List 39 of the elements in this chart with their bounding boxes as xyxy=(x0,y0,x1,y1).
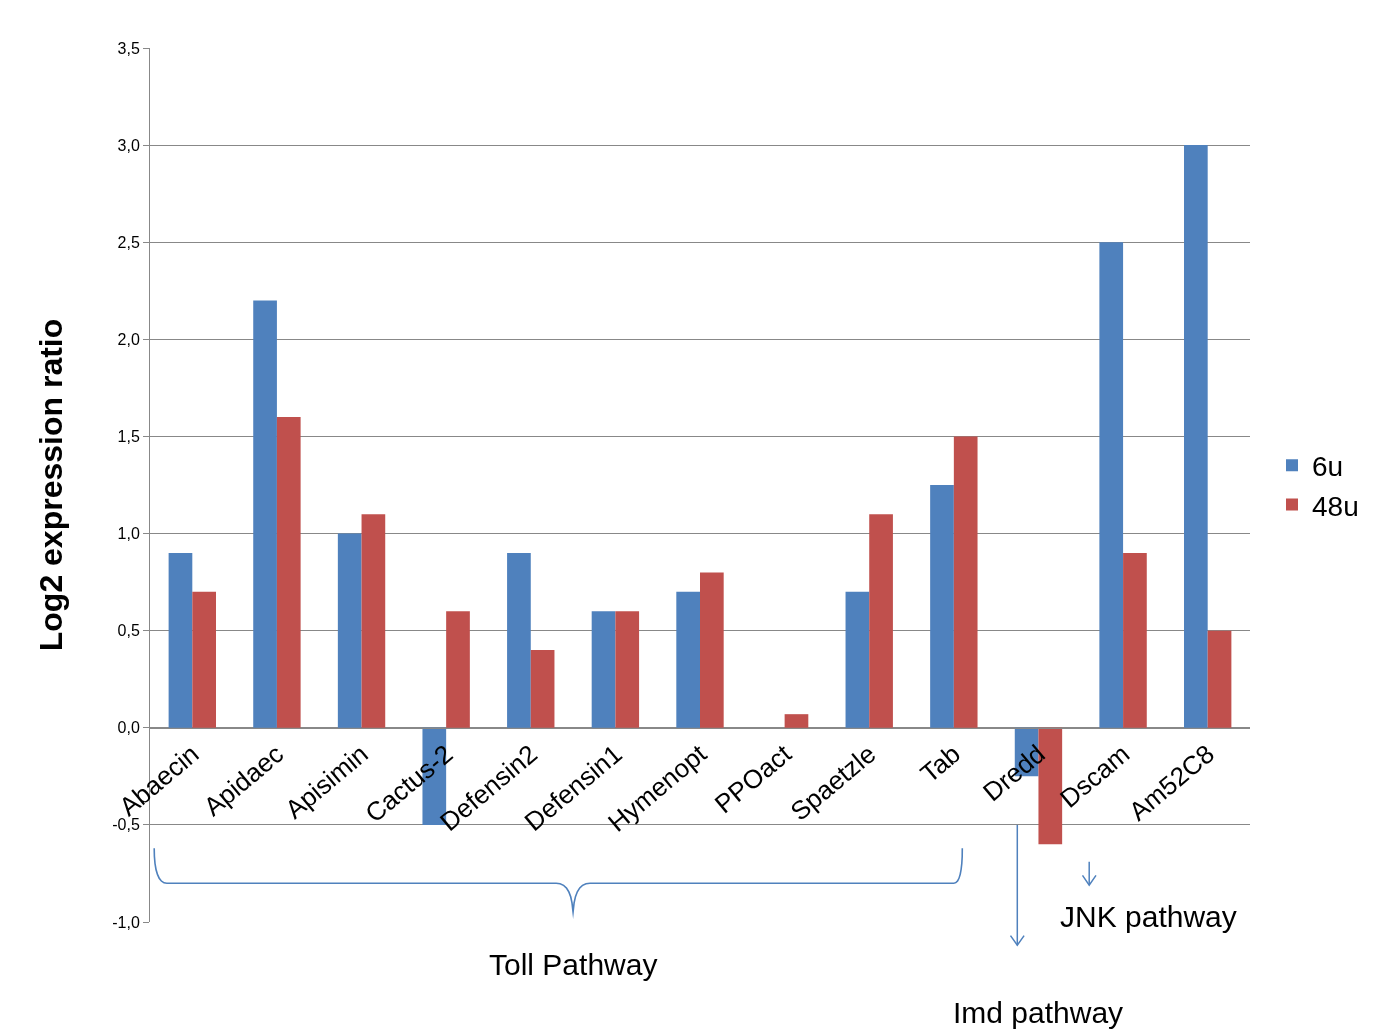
x-tick-label: Tab xyxy=(914,738,967,789)
legend-label: 48u xyxy=(1312,490,1359,522)
y-tick-label: 3,5 xyxy=(117,39,140,57)
y-tick-label: 2,5 xyxy=(117,233,140,251)
bar xyxy=(591,611,616,728)
legend-label: 6u xyxy=(1312,451,1344,483)
bar xyxy=(930,485,954,728)
y-tick-label: -1,0 xyxy=(112,913,140,931)
bar xyxy=(869,514,893,728)
annotation: JNK pathway xyxy=(1060,900,1237,933)
bar xyxy=(507,552,531,728)
bar xyxy=(337,533,362,728)
bar xyxy=(276,417,301,728)
y-tick-label: 2,0 xyxy=(117,330,140,348)
bar xyxy=(784,714,809,728)
bar xyxy=(676,591,700,728)
text: Imd pathway xyxy=(953,996,1124,1029)
y-tick-label: -0,5 xyxy=(112,816,140,834)
bar xyxy=(253,300,277,728)
y-tick-label: 0,0 xyxy=(117,719,140,737)
bar xyxy=(1123,552,1147,728)
y-tick-label: 1,0 xyxy=(117,525,140,543)
bar xyxy=(953,436,978,728)
text: Toll Pathway xyxy=(489,948,658,981)
bar xyxy=(1099,242,1124,728)
bar xyxy=(168,552,193,728)
y-axis-title: Log2 expression ratio xyxy=(32,318,69,652)
bar xyxy=(845,591,870,728)
bar xyxy=(192,591,216,728)
bar xyxy=(361,514,386,728)
y-tick-label: 0,5 xyxy=(117,622,140,640)
bar xyxy=(530,650,555,728)
bar xyxy=(700,572,724,728)
y-tick-label: 1,5 xyxy=(117,428,140,446)
bar xyxy=(615,611,640,728)
bar xyxy=(1207,630,1232,728)
bar xyxy=(446,611,470,728)
y-tick-label: 3,0 xyxy=(117,136,140,154)
bar xyxy=(1184,145,1208,728)
